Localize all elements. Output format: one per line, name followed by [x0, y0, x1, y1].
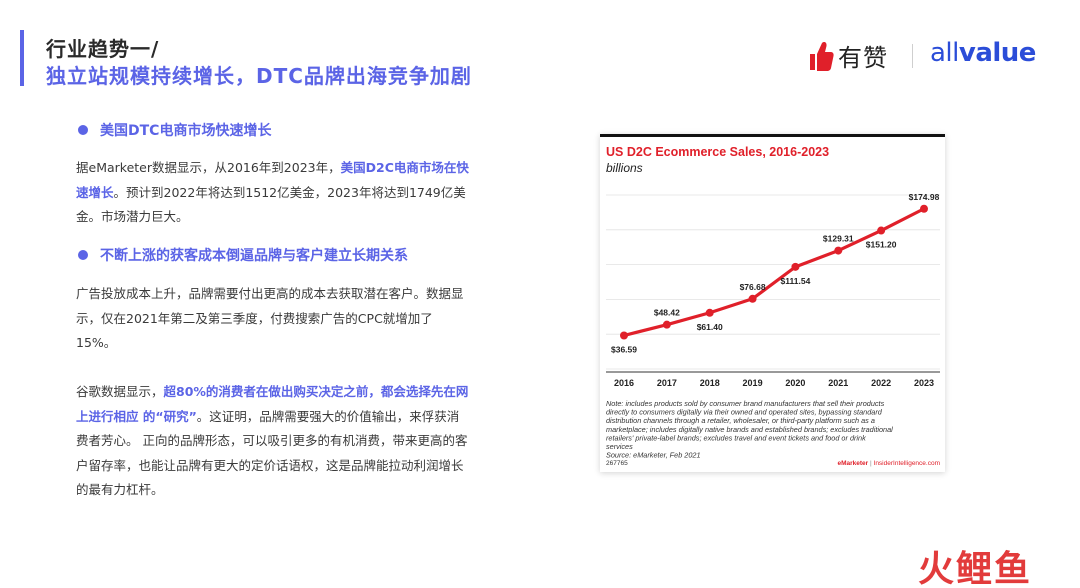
chart-footer-brand: eMarketer | InsiderIntelligence.com — [837, 460, 940, 467]
chart-footer-sep: | — [868, 460, 873, 467]
chart-footer-brand-b: InsiderIntelligence.com — [874, 460, 940, 467]
section1-paragraph: 据eMarketer数据显示，从2016年到2023年，美国D2C电商市场在快速… — [76, 156, 471, 230]
allvalue-logo: allvalue — [930, 38, 1036, 68]
section2-paragraph: 广告投放成本上升，品牌需要付出更高的成本去获取潜在客户。数据显示，仅在2021年… — [76, 286, 464, 350]
section3-text-b: 。这证明，品牌需要强大的价值输出，来俘获消费者芳心。 正向的品牌形态，可以吸引更… — [76, 408, 468, 498]
x-tick-label: 2023 — [914, 378, 934, 388]
chart-footer-brand-a: eMarketer — [837, 460, 868, 467]
data-point — [920, 204, 928, 213]
section3-text-a: 谷歌数据显示， — [76, 384, 164, 399]
chart-note-line: services — [606, 442, 633, 451]
data-point — [662, 320, 671, 329]
section1-heading-text: 美国DTC电商市场快速增长 — [100, 123, 272, 139]
x-tick-label: 2022 — [871, 378, 891, 388]
thumbs-up-icon — [810, 41, 834, 71]
data-label: $174.98 — [909, 192, 940, 202]
bullet-dot-icon — [78, 125, 88, 135]
watermark-logo: 火鲤鱼 — [918, 549, 1033, 588]
section2-heading-text: 不断上涨的获客成本倒逼品牌与客户建立长期关系 — [100, 248, 408, 264]
data-point — [705, 308, 714, 317]
allvalue-logo-bold: value — [958, 38, 1037, 68]
section1-heading: 美国DTC电商市场快速增长 — [78, 120, 271, 140]
data-label: $36.59 — [611, 344, 637, 354]
data-label: $111.54 — [781, 276, 811, 286]
x-tick-label: 2019 — [743, 378, 763, 388]
chart-note: Note: includes products sold by consumer… — [606, 399, 893, 460]
x-tick-label: 2020 — [785, 378, 805, 388]
x-tick-label: 2021 — [828, 378, 848, 388]
line-chart: US D2C Ecommerce Sales, 2016-2023 billio… — [606, 145, 940, 467]
chart-note-line: retailers' private-label brands; exclude… — [606, 433, 866, 442]
chart-note-line: marketplace; includes digitally native b… — [606, 425, 893, 434]
chart-note-line: Note: includes products sold by consumer… — [606, 399, 885, 408]
section1-highlight: 美国D2C电商市场在快速增长 — [76, 160, 469, 200]
section1-text-a: 据eMarketer数据显示，从2016年到2023年， — [76, 160, 341, 175]
allvalue-logo-light: all — [930, 38, 959, 68]
bullet-dot-icon — [78, 250, 88, 260]
title-accent-bar — [20, 30, 24, 86]
chart-id: 267765 — [606, 460, 628, 467]
data-point — [748, 294, 757, 303]
x-tick-label: 2018 — [700, 378, 720, 388]
section3-paragraph: 谷歌数据显示，超80%的消费者在做出购买决定之前，都会选择先在网上进行相应 的“… — [76, 380, 471, 503]
youzan-logo-text: 有赞 — [838, 44, 888, 72]
chart-note-line: directly to consumers digitally via thei… — [606, 408, 883, 417]
logo-divider — [912, 44, 913, 68]
chart-subtitle: billions — [606, 161, 643, 175]
data-point — [877, 226, 886, 235]
data-point — [834, 246, 843, 255]
section3-highlight: 超80%的消费者在做出购买决定之前，都会选择先在网上进行相应 的“研究” — [76, 384, 469, 424]
section1-text-b: 。预计到2022年将达到1512亿美金，2023年将达到1749亿美金。市场潜力… — [76, 184, 466, 225]
chart-card: US D2C Ecommerce Sales, 2016-2023 billio… — [600, 134, 945, 472]
x-tick-label: 2017 — [657, 378, 677, 388]
x-tick-label: 2016 — [614, 378, 634, 388]
section2-heading: 不断上涨的获客成本倒逼品牌与客户建立长期关系 — [78, 245, 408, 265]
series-line — [623, 207, 925, 338]
chart-source-line: Source: eMarketer, Feb 2021 — [606, 451, 701, 460]
data-point — [791, 262, 800, 271]
chart-title: US D2C Ecommerce Sales, 2016-2023 — [606, 145, 829, 159]
chart-note-line: distribution channels through a retailer… — [606, 416, 875, 425]
data-label: $61.40 — [697, 322, 723, 332]
data-label: $76.68 — [740, 282, 766, 292]
page-title-line2: 独立站规模持续增长，DTC品牌出海竞争加剧 — [46, 64, 472, 88]
youzan-logo: 有赞 — [808, 38, 888, 73]
data-label: $48.42 — [654, 308, 680, 318]
data-point — [620, 331, 628, 340]
page-title-line1: 行业趋势一/ — [46, 37, 160, 61]
data-label: $151.20 — [866, 240, 897, 250]
data-label: $129.31 — [823, 234, 854, 244]
